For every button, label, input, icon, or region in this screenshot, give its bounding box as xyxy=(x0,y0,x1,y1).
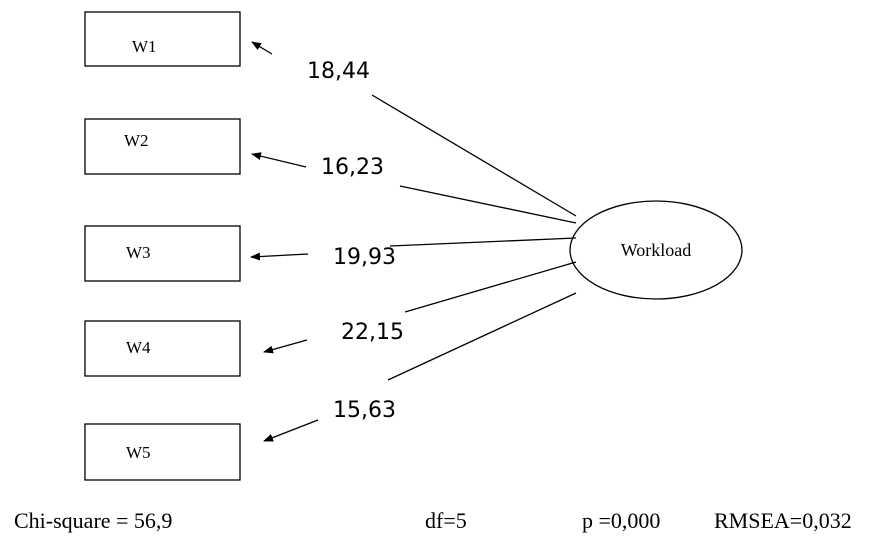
chi-square-stat: Chi-square = 56,9 xyxy=(14,508,173,533)
loading-w2: 16,23 xyxy=(321,155,384,180)
indicator-label-w3: W3 xyxy=(126,243,151,262)
indicator-box-w5: W5 xyxy=(84,423,241,481)
path-line-w4 xyxy=(404,261,577,313)
p-value-stat: p =0,000 xyxy=(582,508,661,533)
latent-label: Workload xyxy=(621,240,692,260)
arrow-w2 xyxy=(251,152,307,168)
df-stat: df=5 xyxy=(425,508,467,533)
loading-w1: 18,44 xyxy=(307,59,370,84)
loading-w4: 22,15 xyxy=(341,320,404,345)
arrow-w1 xyxy=(251,41,273,55)
path-line-w5 xyxy=(387,292,577,381)
rmsea-stat: RMSEA=0,032 xyxy=(714,508,852,533)
indicator-label-w1: W1 xyxy=(132,37,157,56)
path-line-w3 xyxy=(389,237,577,247)
indicator-box-w3: W3 xyxy=(84,225,241,282)
sem-diagram: W1 W2 W3 W4 W5 Workload 18,44 16,23 19,9… xyxy=(84,11,743,481)
indicator-label-w4: W4 xyxy=(126,338,151,357)
indicator-label-w5: W5 xyxy=(126,443,151,462)
arrow-w5 xyxy=(263,419,319,442)
latent-variable-workload: Workload xyxy=(569,200,743,300)
loading-w3: 19,93 xyxy=(333,245,396,270)
path-line-w1 xyxy=(371,94,577,217)
loading-w5: 15,63 xyxy=(333,398,396,423)
indicator-box-w4: W4 xyxy=(84,320,241,377)
path-line-w2 xyxy=(399,185,577,224)
arrow-w3 xyxy=(250,252,309,261)
fit-statistics: Chi-square = 56,9 df=5 p =0,000 RMSEA=0,… xyxy=(0,508,883,538)
indicator-box-w1: W1 xyxy=(84,11,241,67)
arrow-w4 xyxy=(263,339,308,354)
indicator-box-w2: W2 xyxy=(84,118,241,175)
indicator-label-w2: W2 xyxy=(124,131,149,150)
